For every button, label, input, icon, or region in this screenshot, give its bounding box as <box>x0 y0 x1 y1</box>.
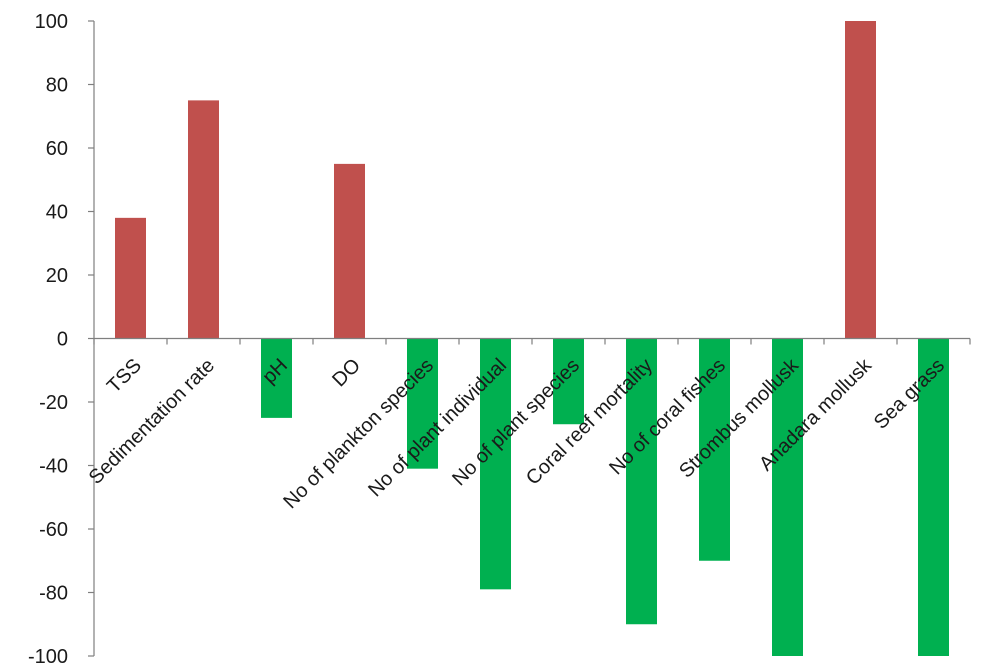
bar-tss <box>115 218 146 339</box>
category-label-tss: TSS <box>103 354 146 397</box>
y-tick-label: 0 <box>57 329 68 351</box>
bar-sedimentation-rate <box>188 100 219 338</box>
bar-do <box>334 164 365 339</box>
y-tick-label: 20 <box>46 265 68 287</box>
category-label-do: DO <box>328 354 365 391</box>
y-tick-label: -80 <box>39 583 68 605</box>
bar-anadara-mollusk <box>845 21 876 339</box>
y-tick-labels: -100 -80 -60 -40 -20 0 20 40 60 80 100 <box>28 11 68 668</box>
y-tick-label: -40 <box>39 456 68 478</box>
y-tick-label: -60 <box>39 519 68 541</box>
y-tick-label: 80 <box>46 75 68 97</box>
y-tick-label: 60 <box>46 138 68 160</box>
y-tick-label: -20 <box>39 392 68 414</box>
category-label-sedimentation-rate: Sedimentation rate <box>85 354 219 488</box>
y-tick-label: 100 <box>35 11 68 33</box>
y-tick-label: -100 <box>28 646 68 668</box>
axis-layer <box>88 21 970 656</box>
y-tick-label: 40 <box>46 202 68 224</box>
